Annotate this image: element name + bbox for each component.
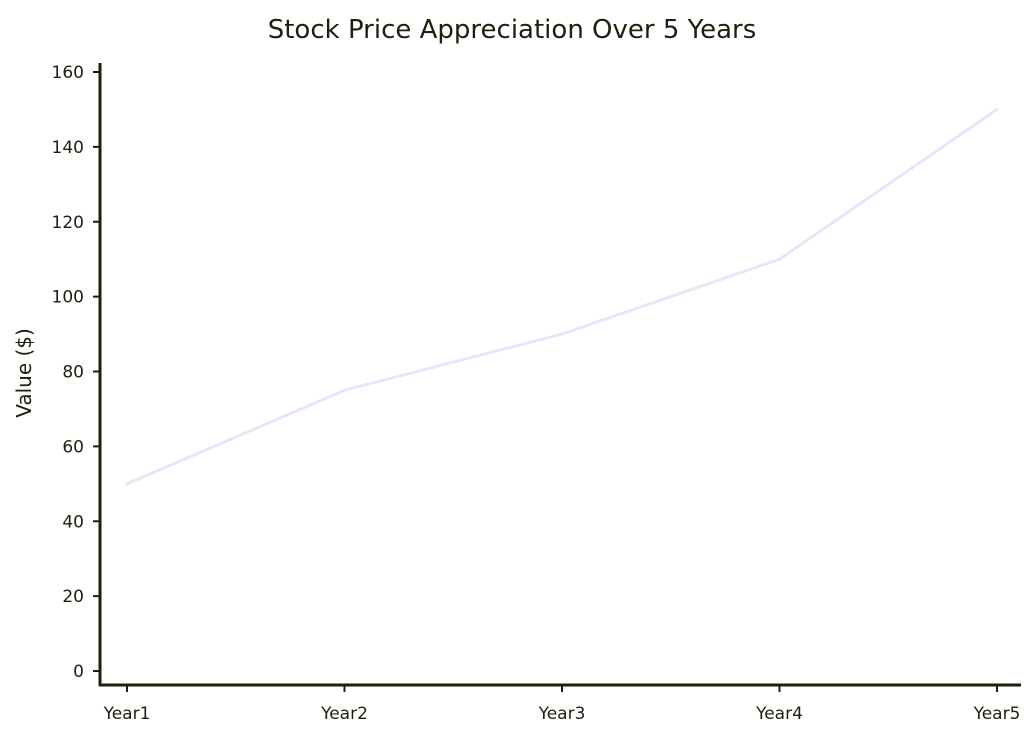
y-tick-label: 60 — [62, 437, 84, 457]
series-group — [125, 107, 999, 486]
x-tick-label: Year4 — [755, 704, 803, 724]
x-tick-label: Year2 — [320, 704, 368, 724]
x-axis-ticks: Year1 Year2 Year3 Year4 Year5 — [103, 685, 1021, 724]
y-tick-label: 100 — [52, 288, 84, 308]
y-axis-label: Value ($) — [12, 328, 36, 418]
data-point — [778, 257, 781, 261]
y-tick-label: 40 — [62, 512, 84, 532]
x-tick-label: Year3 — [538, 704, 586, 724]
data-point — [343, 388, 346, 392]
y-tick-label: 20 — [62, 587, 84, 607]
x-tick-label: Year5 — [973, 704, 1021, 724]
chart-title: Stock Price Appreciation Over 5 Years — [268, 15, 757, 45]
y-tick-label: 80 — [62, 363, 84, 383]
data-point — [125, 482, 129, 486]
y-tick-label: 160 — [52, 63, 84, 83]
data-point — [560, 332, 564, 336]
series-line — [125, 107, 999, 486]
data-point — [995, 107, 999, 111]
y-tick-label: 120 — [52, 213, 84, 233]
y-tick-label: 0 — [73, 662, 84, 682]
y-axis-ticks: 0 20 40 60 80 100 120 140 160 — [52, 63, 100, 682]
x-tick-label: Year1 — [103, 704, 151, 724]
y-tick-label: 140 — [52, 138, 84, 158]
